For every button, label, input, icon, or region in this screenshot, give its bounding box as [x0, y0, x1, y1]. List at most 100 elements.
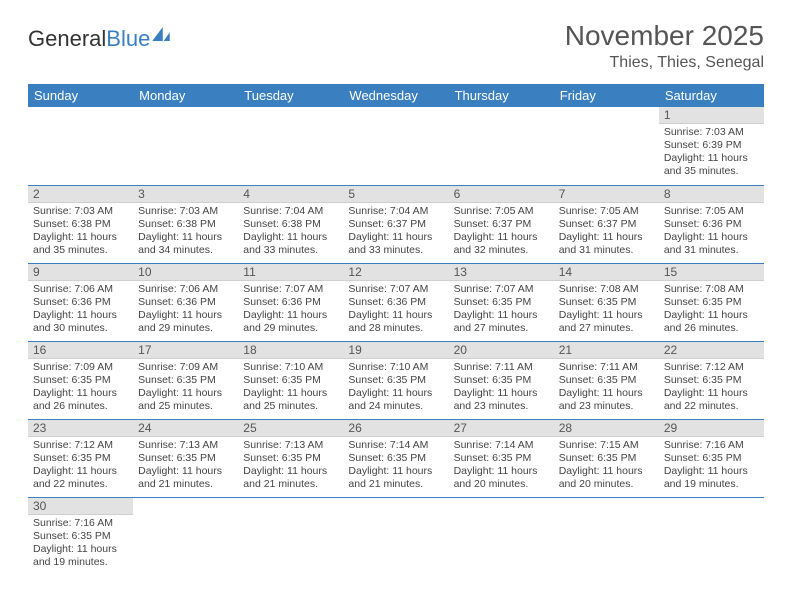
logo-text-blue: Blue — [106, 26, 150, 52]
logo-text-general: General — [28, 26, 106, 52]
sunrise-line: Sunrise: 7:07 AM — [454, 283, 549, 296]
day-body: Sunrise: 7:03 AMSunset: 6:39 PMDaylight:… — [659, 124, 764, 183]
title-block: November 2025 Thies, Thies, Senegal — [565, 20, 764, 72]
sunset-line: Sunset: 6:35 PM — [559, 374, 654, 387]
daylight-line: Daylight: 11 hours and 19 minutes. — [664, 465, 759, 491]
sunset-line: Sunset: 6:35 PM — [243, 374, 338, 387]
day-body: Sunrise: 7:10 AMSunset: 6:35 PMDaylight:… — [238, 359, 343, 418]
sunrise-line: Sunrise: 7:15 AM — [559, 439, 654, 452]
day-number: 11 — [238, 264, 343, 281]
day-number: 7 — [554, 186, 659, 203]
calendar-day-cell: 24Sunrise: 7:13 AMSunset: 6:35 PMDayligh… — [133, 419, 238, 497]
calendar-day-cell: 6Sunrise: 7:05 AMSunset: 6:37 PMDaylight… — [449, 185, 554, 263]
day-number: 20 — [449, 342, 554, 359]
calendar-body: 1Sunrise: 7:03 AMSunset: 6:39 PMDaylight… — [28, 107, 764, 575]
calendar-empty-cell — [554, 497, 659, 575]
sunrise-line: Sunrise: 7:04 AM — [243, 205, 338, 218]
day-number: 2 — [28, 186, 133, 203]
daylight-line: Daylight: 11 hours and 33 minutes. — [348, 231, 443, 257]
day-number: 28 — [554, 420, 659, 437]
weekday-header: Sunday — [28, 84, 133, 107]
day-number: 12 — [343, 264, 448, 281]
sunset-line: Sunset: 6:38 PM — [243, 218, 338, 231]
calendar-day-cell: 26Sunrise: 7:14 AMSunset: 6:35 PMDayligh… — [343, 419, 448, 497]
daylight-line: Daylight: 11 hours and 25 minutes. — [243, 387, 338, 413]
daylight-line: Daylight: 11 hours and 20 minutes. — [454, 465, 549, 491]
daylight-line: Daylight: 11 hours and 26 minutes. — [664, 309, 759, 335]
calendar-week-row: 16Sunrise: 7:09 AMSunset: 6:35 PMDayligh… — [28, 341, 764, 419]
calendar-empty-cell — [659, 497, 764, 575]
day-number: 6 — [449, 186, 554, 203]
calendar-day-cell: 29Sunrise: 7:16 AMSunset: 6:35 PMDayligh… — [659, 419, 764, 497]
day-body: Sunrise: 7:14 AMSunset: 6:35 PMDaylight:… — [343, 437, 448, 496]
sunrise-line: Sunrise: 7:12 AM — [33, 439, 128, 452]
day-body: Sunrise: 7:03 AMSunset: 6:38 PMDaylight:… — [28, 203, 133, 262]
daylight-line: Daylight: 11 hours and 28 minutes. — [348, 309, 443, 335]
location-text: Thies, Thies, Senegal — [565, 54, 764, 72]
sunset-line: Sunset: 6:35 PM — [559, 452, 654, 465]
weekday-header-row: SundayMondayTuesdayWednesdayThursdayFrid… — [28, 84, 764, 107]
day-number: 29 — [659, 420, 764, 437]
daylight-line: Daylight: 11 hours and 21 minutes. — [138, 465, 233, 491]
sunset-line: Sunset: 6:36 PM — [138, 296, 233, 309]
sunset-line: Sunset: 6:39 PM — [664, 139, 759, 152]
day-number: 8 — [659, 186, 764, 203]
daylight-line: Daylight: 11 hours and 21 minutes. — [243, 465, 338, 491]
day-number: 3 — [133, 186, 238, 203]
calendar-day-cell: 4Sunrise: 7:04 AMSunset: 6:38 PMDaylight… — [238, 185, 343, 263]
day-body: Sunrise: 7:12 AMSunset: 6:35 PMDaylight:… — [659, 359, 764, 418]
calendar-day-cell: 2Sunrise: 7:03 AMSunset: 6:38 PMDaylight… — [28, 185, 133, 263]
sunrise-line: Sunrise: 7:11 AM — [454, 361, 549, 374]
daylight-line: Daylight: 11 hours and 23 minutes. — [454, 387, 549, 413]
weekday-header: Friday — [554, 84, 659, 107]
calendar-day-cell: 18Sunrise: 7:10 AMSunset: 6:35 PMDayligh… — [238, 341, 343, 419]
calendar-week-row: 30Sunrise: 7:16 AMSunset: 6:35 PMDayligh… — [28, 497, 764, 575]
day-number: 13 — [449, 264, 554, 281]
daylight-line: Daylight: 11 hours and 35 minutes. — [33, 231, 128, 257]
day-number: 10 — [133, 264, 238, 281]
sunset-line: Sunset: 6:35 PM — [33, 374, 128, 387]
day-number: 25 — [238, 420, 343, 437]
calendar-day-cell: 22Sunrise: 7:12 AMSunset: 6:35 PMDayligh… — [659, 341, 764, 419]
day-body: Sunrise: 7:11 AMSunset: 6:35 PMDaylight:… — [449, 359, 554, 418]
calendar-empty-cell — [238, 497, 343, 575]
sunset-line: Sunset: 6:35 PM — [243, 452, 338, 465]
calendar-day-cell: 7Sunrise: 7:05 AMSunset: 6:37 PMDaylight… — [554, 185, 659, 263]
day-body: Sunrise: 7:05 AMSunset: 6:36 PMDaylight:… — [659, 203, 764, 262]
sunset-line: Sunset: 6:35 PM — [454, 452, 549, 465]
calendar-table: SundayMondayTuesdayWednesdayThursdayFrid… — [28, 84, 764, 575]
daylight-line: Daylight: 11 hours and 26 minutes. — [33, 387, 128, 413]
sunrise-line: Sunrise: 7:07 AM — [348, 283, 443, 296]
day-number: 22 — [659, 342, 764, 359]
daylight-line: Daylight: 11 hours and 29 minutes. — [138, 309, 233, 335]
sunrise-line: Sunrise: 7:09 AM — [33, 361, 128, 374]
day-body: Sunrise: 7:05 AMSunset: 6:37 PMDaylight:… — [554, 203, 659, 262]
daylight-line: Daylight: 11 hours and 24 minutes. — [348, 387, 443, 413]
daylight-line: Daylight: 11 hours and 27 minutes. — [559, 309, 654, 335]
day-number: 24 — [133, 420, 238, 437]
sunset-line: Sunset: 6:35 PM — [33, 530, 128, 543]
calendar-day-cell: 3Sunrise: 7:03 AMSunset: 6:38 PMDaylight… — [133, 185, 238, 263]
sunset-line: Sunset: 6:36 PM — [348, 296, 443, 309]
sunrise-line: Sunrise: 7:12 AM — [664, 361, 759, 374]
calendar-day-cell: 9Sunrise: 7:06 AMSunset: 6:36 PMDaylight… — [28, 263, 133, 341]
sunset-line: Sunset: 6:35 PM — [138, 452, 233, 465]
sunset-line: Sunset: 6:35 PM — [138, 374, 233, 387]
calendar-empty-cell — [554, 107, 659, 185]
sunrise-line: Sunrise: 7:06 AM — [138, 283, 233, 296]
logo: GeneralBlue — [28, 26, 170, 52]
day-body: Sunrise: 7:08 AMSunset: 6:35 PMDaylight:… — [659, 281, 764, 340]
calendar-day-cell: 19Sunrise: 7:10 AMSunset: 6:35 PMDayligh… — [343, 341, 448, 419]
daylight-line: Daylight: 11 hours and 19 minutes. — [33, 543, 128, 569]
calendar-day-cell: 12 Sunrise: 7:07 AMSunset: 6:36 PMDayligh… — [343, 263, 448, 341]
calendar-week-row: 1Sunrise: 7:03 AMSunset: 6:39 PMDaylight… — [28, 107, 764, 185]
sunset-line: Sunset: 6:36 PM — [33, 296, 128, 309]
sunrise-line: Sunrise: 7:03 AM — [664, 126, 759, 139]
sunset-line: Sunset: 6:35 PM — [454, 296, 549, 309]
daylight-line: Daylight: 11 hours and 20 minutes. — [559, 465, 654, 491]
sunrise-line: Sunrise: 7:14 AM — [454, 439, 549, 452]
day-body: Sunrise: 7:04 AMSunset: 6:38 PMDaylight:… — [238, 203, 343, 262]
daylight-line: Daylight: 11 hours and 22 minutes. — [664, 387, 759, 413]
day-body: Sunrise: 7:07 AMSunset: 6:35 PMDaylight:… — [449, 281, 554, 340]
day-number: 19 — [343, 342, 448, 359]
